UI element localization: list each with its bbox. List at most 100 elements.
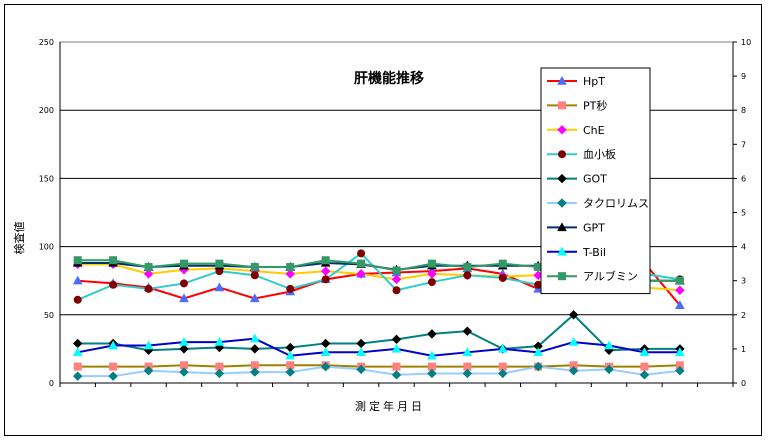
- data-point: [427, 350, 437, 360]
- legend-marker: [557, 125, 567, 135]
- legend-label: 血小板: [583, 147, 616, 161]
- data-point: [144, 284, 153, 293]
- data-point: [179, 259, 188, 268]
- data-point: [392, 266, 401, 275]
- data-point: [639, 347, 650, 357]
- y2-tick-label: 6: [741, 174, 746, 183]
- legend-label: T-Bil: [582, 246, 606, 259]
- data-point: [498, 273, 507, 282]
- series-7: [72, 333, 685, 360]
- legend-marker: [558, 101, 566, 110]
- legend-marker: [557, 246, 567, 256]
- data-point: [249, 333, 260, 343]
- data-point: [392, 362, 401, 371]
- data-point: [215, 259, 224, 268]
- data-point: [356, 347, 366, 357]
- data-point: [675, 276, 684, 285]
- data-point: [640, 362, 649, 371]
- data-point: [427, 259, 436, 268]
- data-point: [356, 364, 366, 375]
- data-point: [73, 295, 82, 304]
- data-point: [109, 280, 118, 289]
- data-point: [427, 329, 437, 339]
- y2-tick-label: 10: [741, 38, 751, 47]
- data-point: [109, 362, 118, 371]
- data-point: [462, 326, 473, 336]
- data-point: [179, 337, 189, 346]
- legend-item: 血小板: [547, 147, 616, 161]
- data-point: [108, 371, 118, 381]
- data-point: [357, 249, 366, 258]
- data-point: [72, 347, 83, 357]
- legend-label: タクロリムス: [583, 197, 649, 210]
- data-point: [568, 366, 579, 376]
- x-axis-label: 測定年月日: [355, 399, 425, 413]
- legend-item: GOT: [547, 173, 607, 186]
- data-point: [109, 256, 118, 265]
- chart-frame: 0 50 100 150 200 250 0 1 2 3 4 5 6 7 8 9 10 肝機能推移 検査値 測定…: [4, 4, 762, 436]
- data-point: [250, 344, 260, 354]
- data-point: [143, 340, 154, 350]
- data-point: [144, 263, 153, 272]
- data-point: [427, 368, 437, 379]
- data-point: [286, 284, 295, 293]
- legend-label: ChE: [583, 124, 605, 137]
- data-point: [463, 271, 472, 280]
- legend-item: タクロリムス: [547, 197, 649, 210]
- legend: HpT PT秒 ChE 血小板 GOT タクロリムス GPT T-Bil アルブミン: [540, 67, 651, 295]
- data-point: [498, 368, 508, 379]
- data-point: [285, 367, 295, 377]
- data-point: [639, 370, 650, 380]
- data-point: [250, 367, 260, 377]
- data-point: [391, 274, 402, 285]
- data-point: [391, 370, 402, 380]
- data-point: [73, 256, 82, 265]
- series-line: [77, 313, 680, 352]
- data-point: [179, 293, 189, 303]
- y2-tick-label: 4: [741, 243, 746, 252]
- data-point: [498, 259, 507, 268]
- y2-tick-label: 1: [741, 345, 746, 354]
- data-point: [179, 279, 188, 288]
- data-point: [604, 364, 614, 375]
- legend-marker: [558, 150, 566, 159]
- data-point: [356, 269, 366, 279]
- legend-item: HpT: [547, 75, 605, 88]
- series-line: [77, 337, 680, 357]
- data-point: [675, 300, 685, 309]
- data-point: [285, 350, 296, 360]
- y2-tick-label: 3: [741, 277, 746, 286]
- data-point: [533, 347, 544, 357]
- legend-label: アルブミン: [583, 269, 638, 283]
- data-point: [462, 368, 473, 379]
- data-point: [427, 278, 436, 287]
- legend-item: GPT: [547, 221, 605, 234]
- data-point: [357, 259, 366, 268]
- chart-title: 肝機能推移: [354, 70, 424, 87]
- legend-label: HpT: [583, 75, 605, 88]
- data-point: [249, 293, 260, 303]
- data-point: [143, 366, 154, 376]
- data-point: [179, 367, 189, 377]
- legend-marker: [557, 173, 567, 184]
- legend-marker: [557, 222, 567, 232]
- data-point: [533, 361, 543, 372]
- legend-label: GOT: [583, 173, 607, 186]
- data-point: [675, 366, 685, 376]
- legend-item: PT秒: [547, 98, 607, 112]
- data-point: [320, 266, 331, 276]
- y2-tick-label: 9: [741, 72, 746, 81]
- y2-tick-label: 0: [741, 379, 746, 388]
- data-point: [285, 269, 295, 279]
- data-point: [675, 285, 685, 295]
- data-point: [214, 282, 225, 292]
- series-5: [73, 361, 685, 381]
- data-point: [108, 340, 118, 350]
- legend-label: PT秒: [583, 98, 607, 112]
- data-point: [286, 263, 295, 272]
- data-point: [497, 343, 508, 353]
- series-line: [77, 364, 680, 368]
- liver-function-chart: 0 50 100 150 200 250 0 1 2 3 4 5 6 7 8 9 10 肝機能推移 検査値 測定…: [12, 38, 751, 413]
- axes-layer: 0 50 100 150 200 250 0 1 2 3 4 5 6 7 8 9 10: [39, 38, 751, 388]
- data-point: [72, 275, 83, 285]
